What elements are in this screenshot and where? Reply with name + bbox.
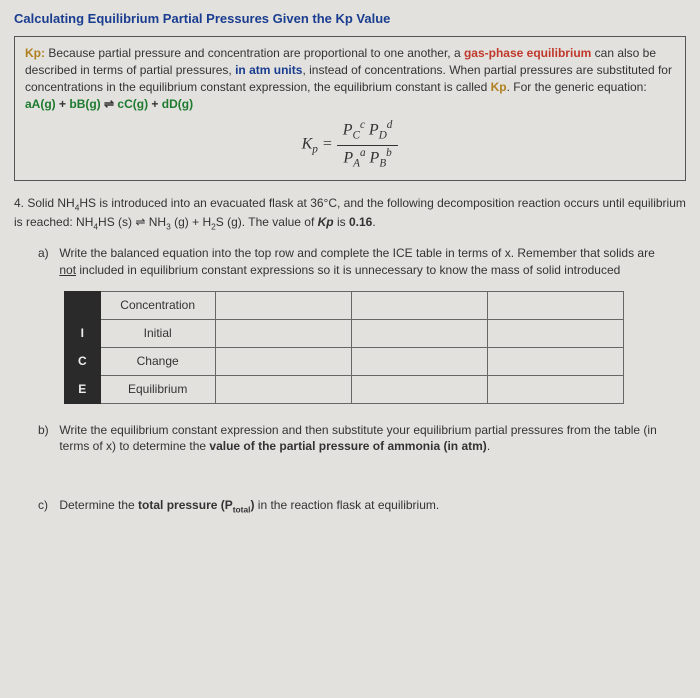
eq-arrow: ⇌ [101, 97, 118, 111]
eq-a: aA(g) [25, 97, 56, 111]
eq-plus-1: + [56, 97, 70, 111]
problem-body-2: is [334, 215, 349, 229]
part-b: b) Write the equilibrium constant expres… [38, 422, 686, 456]
ice-col-3 [487, 291, 623, 319]
ice-e-2 [351, 375, 487, 403]
ice-c-1 [215, 347, 351, 375]
part-b-text-2: . [487, 439, 490, 453]
ice-e-label: E [65, 375, 101, 403]
ice-change-label: Change [100, 347, 215, 375]
worksheet-page: Calculating Equilibrium Partial Pressure… [0, 0, 700, 538]
eq-plus-2: + [148, 97, 162, 111]
part-c-text: Determine the total pressure (Ptotal) in… [59, 497, 659, 516]
ice-e-3 [487, 375, 623, 403]
ice-table: Concentration I Initial C Change E Equil… [64, 291, 624, 404]
part-b-label: b) [38, 422, 56, 439]
ice-i-1 [215, 319, 351, 347]
ice-corner [65, 291, 101, 319]
eq-d: dD(g) [162, 97, 193, 111]
def-highlight-2: in atm units [235, 63, 302, 77]
kp-inline: Kp [491, 80, 507, 94]
part-c-text-2: in the reaction flask at equilibrium. [254, 498, 439, 512]
kp-formula: Kp = PCc PDd PAa PBb [25, 118, 675, 171]
part-c-label: c) [38, 497, 56, 514]
ice-c-2 [351, 347, 487, 375]
ice-i-3 [487, 319, 623, 347]
part-b-text: Write the equilibrium constant expressio… [59, 422, 659, 456]
ice-i-label: I [65, 319, 101, 347]
eq-c: cC(g) [117, 97, 148, 111]
part-b-bold: value of the partial pressure of ammonia… [209, 439, 486, 453]
kp-label: Kp: [25, 46, 45, 60]
eq-b: bB(g) [69, 97, 100, 111]
ice-equilibrium-label: Equilibrium [100, 375, 215, 403]
ice-c-3 [487, 347, 623, 375]
def-highlight-1: gas-phase equilibrium [464, 46, 591, 60]
ice-col-1 [215, 291, 351, 319]
def-text-4: . For the generic equation: [507, 80, 647, 94]
ice-i-2 [351, 319, 487, 347]
problem-text: 4. Solid NH4HS is introduced into an eva… [14, 195, 686, 233]
part-a: a) Write the balanced equation into the … [38, 245, 686, 279]
def-text-1: Because partial pressure and concentrati… [48, 46, 464, 60]
problem-number: 4. [14, 196, 24, 210]
part-a-label: a) [38, 245, 56, 262]
part-c-text-1: Determine the [59, 498, 138, 512]
ice-c-label: C [65, 347, 101, 375]
ice-e-1 [215, 375, 351, 403]
kp-var: Kp [318, 215, 334, 229]
problem-body-3: . [372, 215, 375, 229]
part-c: c) Determine the total pressure (Ptotal)… [38, 497, 686, 516]
kp-value: 0.16 [349, 215, 372, 229]
kp-definition-box: Kp: Because partial pressure and concent… [14, 36, 686, 181]
part-a-text: Write the balanced equation into the top… [59, 245, 659, 279]
ice-initial-label: Initial [100, 319, 215, 347]
ice-conc-header: Concentration [100, 291, 215, 319]
ice-col-2 [351, 291, 487, 319]
page-title: Calculating Equilibrium Partial Pressure… [14, 10, 686, 28]
